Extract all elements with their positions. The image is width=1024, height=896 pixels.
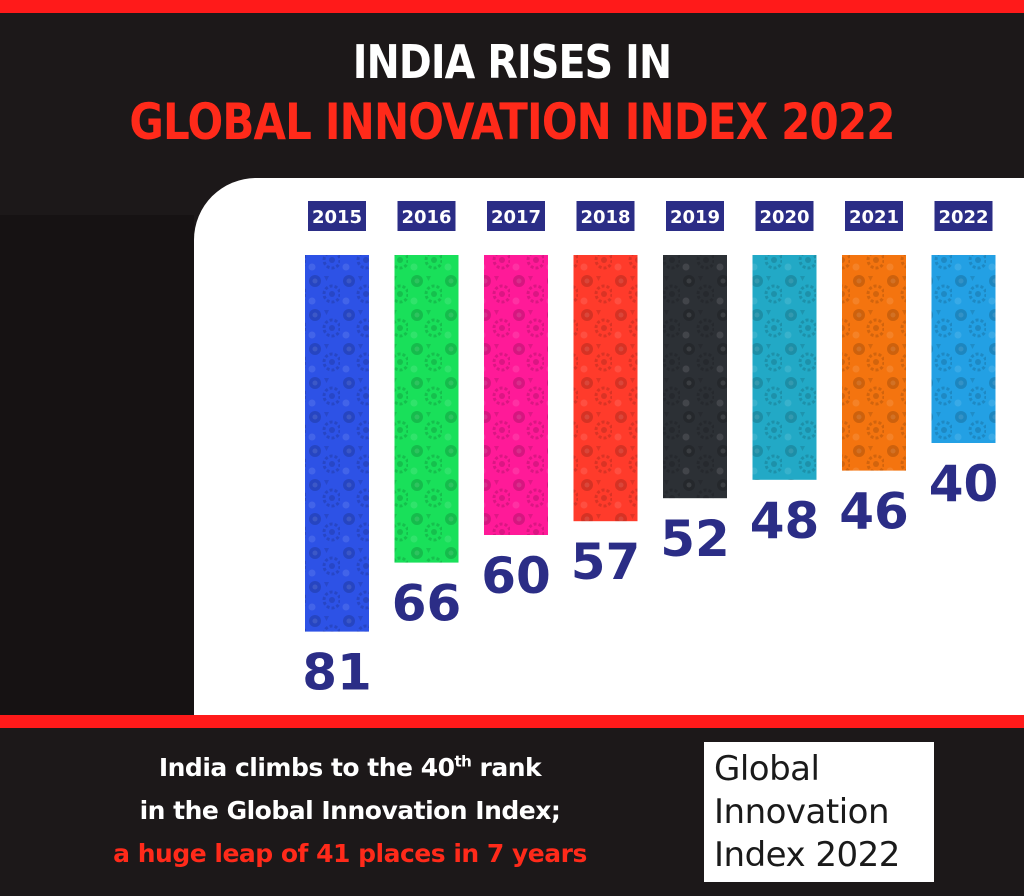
- headline: INDIA RISES IN GLOBAL INNOVATION INDEX 2…: [0, 34, 1024, 154]
- footer-line-1-sup: th: [454, 752, 472, 771]
- bar-gear-texture-2021: [842, 255, 906, 471]
- value-label-2018: 57: [571, 533, 641, 591]
- footer-line-3: a huge leap of 41 places in 7 years: [113, 839, 587, 868]
- value-label-2016: 66: [392, 575, 462, 633]
- year-badge-2016: [397, 201, 456, 231]
- year-badge-2021: [845, 201, 903, 231]
- bar-gear-texture-2016: [394, 255, 459, 563]
- footer-line-1: India climbs to the 40th rank: [60, 746, 640, 789]
- value-label-2019: 52: [660, 510, 730, 568]
- value-label-2017: 60: [481, 547, 551, 605]
- top-red-stripe: [0, 0, 1024, 13]
- year-badge-2015: [308, 201, 366, 231]
- bar-gear-texture-2015: [305, 255, 369, 632]
- bar-gear-texture-2020: [752, 255, 817, 480]
- left-dark-panel: [0, 215, 194, 715]
- year-badge-2022: [934, 201, 993, 231]
- year-label-2021: 2021: [849, 207, 899, 228]
- year-label-2016: 2016: [401, 207, 451, 228]
- headline-line-1: INDIA RISES IN: [352, 35, 672, 89]
- value-label-2021: 46: [839, 483, 909, 541]
- footer-line-1-end: rank: [471, 753, 542, 782]
- bar-gear-texture-2018: [573, 255, 638, 522]
- footer-line-1-text: India climbs to the 40: [158, 753, 455, 782]
- bar-gear-texture-2017: [484, 255, 548, 535]
- logo-line-3: Index 2022: [714, 835, 900, 875]
- value-label-2020: 48: [750, 492, 820, 550]
- value-label-2015: 81: [302, 644, 372, 702]
- gii-logo: Global Innovation Index 2022: [704, 742, 934, 882]
- year-badge-2018: [576, 201, 635, 231]
- year-label-2019: 2019: [670, 207, 720, 228]
- value-label-2022: 40: [929, 455, 999, 513]
- bottom-red-stripe: [0, 715, 1024, 728]
- logo-line-2: Innovation: [714, 792, 890, 832]
- year-label-2017: 2017: [491, 207, 541, 228]
- year-label-2020: 2020: [759, 207, 809, 228]
- bar-gear-texture-2019: [663, 255, 727, 499]
- logo-line-1: Global: [714, 749, 820, 789]
- headline-line-2: GLOBAL INNOVATION INDEX 2022: [129, 93, 895, 151]
- bar-gear-texture-2022: [931, 255, 996, 443]
- year-label-2018: 2018: [580, 207, 630, 228]
- footer-caption: India climbs to the 40th rank in the Glo…: [60, 746, 640, 875]
- year-label-2015: 2015: [312, 207, 362, 228]
- year-badge-2020: [755, 201, 814, 231]
- year-badge-2019: [666, 201, 724, 231]
- footer-line-2: in the Global Innovation Index;: [139, 796, 561, 825]
- year-label-2022: 2022: [938, 207, 988, 228]
- year-badge-2017: [487, 201, 545, 231]
